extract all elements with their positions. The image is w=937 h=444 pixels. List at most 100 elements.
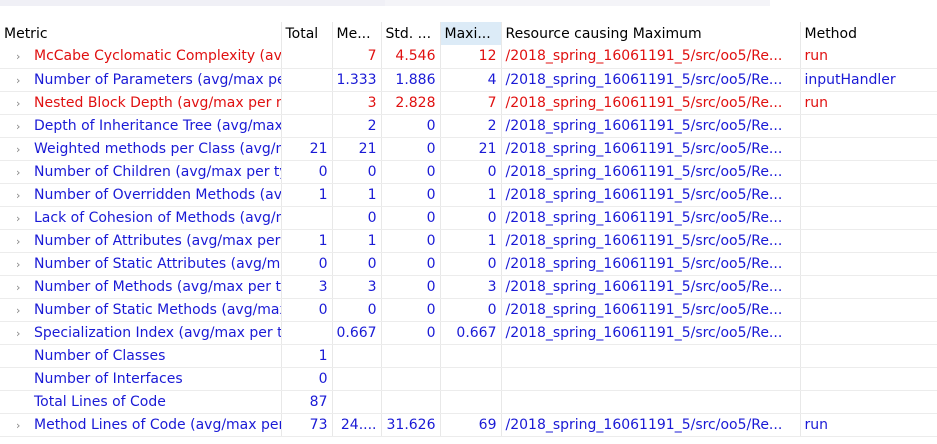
chevron-right-icon[interactable]: › [16, 211, 21, 225]
cell-resource: /2018_spring_16061191_5/src/oo5/Re... [501, 160, 801, 184]
cell-method: inputHandler [800, 68, 937, 92]
table-row[interactable]: Total Lines of Code 87 [0, 390, 937, 414]
column-header-total[interactable]: Total [281, 22, 333, 45]
cell-max: 0.667 [440, 321, 502, 345]
table-row[interactable]: ›Number of Children (avg/max per type)00… [0, 160, 937, 184]
cell-max [440, 390, 502, 414]
table-row[interactable]: › Nested Block Depth (avg/max per method)… [0, 91, 937, 115]
cell-resource: /2018_spring_16061191_5/src/oo5/Re... [501, 137, 801, 161]
table-row[interactable]: › Specialization Index (avg/max per type)… [0, 321, 937, 345]
chevron-right-icon[interactable]: › [16, 119, 21, 133]
table-row[interactable]: › Weighted methods per Class (avg/max per… [0, 137, 937, 161]
chevron-right-icon[interactable]: › [16, 280, 21, 294]
table-row[interactable]: › Number of Static Methods (avg/max per t… [0, 298, 937, 322]
table-row[interactable]: Number of Interfaces 0 [0, 367, 937, 391]
column-header-std-dev[interactable]: Std. ... [381, 22, 441, 45]
cell-resource: /2018_spring_16061191_5/src/oo5/Re... [501, 206, 801, 230]
cell-method [800, 229, 937, 253]
chevron-right-icon[interactable]: › [16, 303, 21, 317]
chevron-right-icon[interactable]: › [16, 257, 21, 271]
chevron-right-icon[interactable]: › [16, 165, 21, 179]
cell-resource [501, 367, 801, 391]
cell-resource [501, 344, 801, 368]
cell-metric: › Weighted methods per Class (avg/max per… [0, 137, 282, 161]
cell-metric: › Number of Static Methods (avg/max per t… [0, 298, 282, 322]
chevron-right-icon[interactable]: › [16, 234, 21, 248]
cell-method [800, 252, 937, 276]
table-row[interactable]: › Number of Attributes (avg/max per type)… [0, 229, 937, 253]
chevron-right-icon[interactable]: › [16, 73, 21, 87]
cell-std: 0 [381, 252, 441, 276]
chevron-right-icon[interactable]: › [16, 418, 21, 432]
table-row[interactable]: › Depth of Inheritance Tree (avg/max per … [0, 114, 937, 138]
chevron-right-icon[interactable]: › [16, 188, 21, 202]
cell-method [800, 321, 937, 345]
table-row[interactable]: › Number of Static Attributes (avg/max pe… [0, 252, 937, 276]
cell-method [800, 206, 937, 230]
cell-metric: Number of Interfaces [0, 367, 282, 391]
cell-max: 21 [440, 137, 502, 161]
cell-resource: /2018_spring_16061191_5/src/oo5/Re... [501, 183, 801, 207]
metric-label: Number of Static Methods (avg/max per ty… [34, 301, 280, 318]
column-header-maximum[interactable]: Maxi... [440, 22, 502, 45]
chevron-right-icon[interactable]: › [16, 96, 21, 110]
table-row[interactable]: › McCabe Cyclomatic Complexity (avg/max p… [0, 45, 937, 69]
table-row[interactable]: ›Number of Methods (avg/max per type)330… [0, 275, 937, 299]
metric-label: Number of Interfaces [34, 370, 183, 387]
cell-total: 0 [281, 160, 333, 184]
metric-label: Weighted methods per Class (avg/max per … [34, 140, 280, 157]
cell-mean: 0 [332, 206, 382, 230]
cell-mean: 3 [332, 275, 382, 299]
cell-mean: 1 [332, 229, 382, 253]
metric-label: Number of Static Attributes (avg/max per… [34, 255, 281, 272]
column-header-mean[interactable]: Me... [332, 22, 382, 45]
table-row[interactable]: › Method Lines of Code (avg/max per metho… [0, 413, 937, 437]
cell-resource: /2018_spring_16061191_5/src/oo5/Re... [501, 252, 801, 276]
cell-mean: 24.... [332, 413, 382, 437]
cell-max: 1 [440, 229, 502, 253]
cell-method [800, 137, 937, 161]
cell-total: 1 [281, 183, 333, 207]
cell-max: 2 [440, 114, 502, 138]
table-row[interactable]: › Number of Parameters (avg/max per metho… [0, 68, 937, 92]
metric-label: Number of Attributes (avg/max per type) [34, 232, 281, 249]
column-header-method[interactable]: Method [800, 22, 937, 45]
table-row[interactable]: › Number of Overridden Methods (avg/max p… [0, 183, 937, 207]
cell-resource: /2018_spring_16061191_5/src/oo5/Re... [501, 321, 801, 345]
cell-max: 7 [440, 91, 502, 115]
chevron-right-icon[interactable]: › [16, 326, 21, 340]
cell-resource: /2018_spring_16061191_5/src/oo5/Re... [501, 229, 801, 253]
metric-label: Number of Parameters (avg/max per method… [34, 71, 280, 88]
column-header-resource[interactable]: Resource causing Maximum [501, 22, 801, 45]
cell-mean: 0.667 [332, 321, 382, 345]
cell-max [440, 344, 502, 368]
cell-std: 0 [381, 298, 441, 322]
cell-method [800, 160, 937, 184]
cell-metric: Number of Classes [0, 344, 282, 368]
metric-label: McCabe Cyclomatic Complexity (avg/max pe… [34, 48, 281, 65]
cell-total [281, 321, 333, 345]
chevron-right-icon[interactable]: › [16, 50, 21, 64]
cell-method [800, 114, 937, 138]
cell-metric: › Number of Parameters (avg/max per metho… [0, 68, 282, 92]
cell-mean: 7 [332, 45, 382, 69]
cell-max: 0 [440, 206, 502, 230]
cell-max: 3 [440, 275, 502, 299]
cell-metric: › Number of Methods (avg/max per type) [0, 275, 282, 299]
cell-metric: › Number of Children (avg/max per type) [0, 160, 282, 184]
chevron-right-icon[interactable]: › [16, 142, 21, 156]
cell-total: 1 [281, 344, 333, 368]
column-header-metric[interactable]: Metric [0, 22, 282, 45]
cell-std: 2.828 [381, 91, 441, 115]
cell-metric: Total Lines of Code [0, 390, 282, 414]
table-row[interactable]: Number of Classes 1 [0, 344, 937, 368]
metric-label: Method Lines of Code (avg/max per method… [34, 416, 280, 433]
cell-std: 0 [381, 183, 441, 207]
cell-std: 0 [381, 160, 441, 184]
cell-mean: 1.333 [332, 68, 382, 92]
cell-mean [332, 390, 382, 414]
table-row[interactable]: › Lack of Cohesion of Methods (avg/max pe… [0, 206, 937, 230]
cell-resource: /2018_spring_16061191_5/src/oo5/Re... [501, 275, 801, 299]
cell-max: 69 [440, 413, 502, 437]
cell-mean: 1 [332, 183, 382, 207]
